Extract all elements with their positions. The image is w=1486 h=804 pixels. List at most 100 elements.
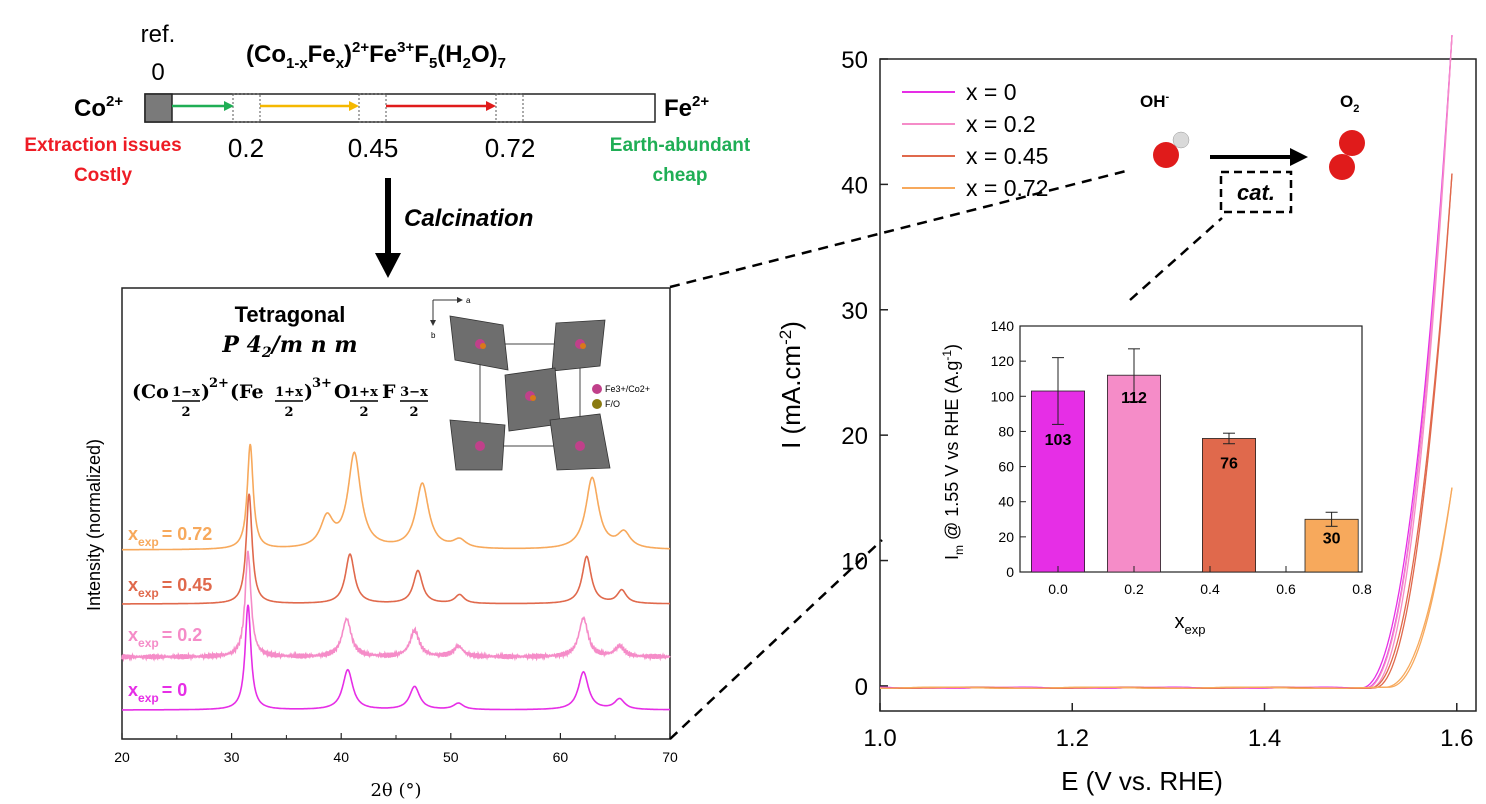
xrd-curve-series	[122, 443, 670, 551]
legend-label-x0: x = 0	[966, 79, 1017, 105]
slot-072	[495, 93, 524, 123]
inset-xtick-label: 0.4	[1200, 581, 1220, 597]
xrd-xtick-label: 70	[662, 749, 678, 765]
left-note-1: Extraction issues	[24, 135, 181, 156]
lsv-frame	[879, 58, 1477, 712]
xrd-xlabel: 2θ (°)	[370, 780, 421, 801]
inset-data-label: 112	[1121, 390, 1147, 407]
inset-ytick-label: 60	[998, 459, 1014, 475]
inset-bars: 103 112 76 30	[1031, 348, 1359, 573]
lsv-legend: x = 0 x = 0.2 x = 0.45 x = 0.72	[902, 79, 1048, 201]
xrd-xtick-label: 20	[114, 749, 130, 765]
ref-block	[144, 93, 173, 123]
lsv-xtick-label: 1.4	[1248, 725, 1281, 752]
right-note-1: Earth-abundant	[610, 135, 751, 156]
inset-ytick-label: 20	[998, 529, 1014, 545]
lsv-x-axis: 1.0 1.2 1.4 1.6	[863, 703, 1473, 752]
xrd-curve-series	[122, 493, 670, 605]
oxygen-atom	[1339, 130, 1365, 156]
reactant-label: OH-	[1140, 91, 1170, 111]
tick-045: 0.45	[348, 133, 399, 163]
formula-frac1-den: 2	[181, 405, 190, 420]
xrd-curve-series	[122, 604, 670, 711]
lsv-ytick-label: 50	[841, 47, 868, 74]
inset-y-axis: 0 20 40 60 80 100 120 140	[991, 318, 1026, 580]
xrd-formula: (Co 1−x 2 ) 2+ (Fe 1+x 2 ) 3+ O 1+x 2 F …	[132, 376, 428, 420]
zoom-line-cat	[1129, 217, 1223, 301]
lsv-xlabel: E (V vs. RHE)	[1061, 766, 1223, 796]
inset-ytick-label: 100	[991, 388, 1015, 404]
formula-close2: )	[304, 381, 313, 403]
right-note-2: cheap	[653, 165, 708, 186]
formula-frac1-num: 1−x	[172, 385, 200, 400]
lsv-y-axis: 0 10 20 30 40 50	[841, 47, 888, 701]
legend-anion-label: F/O	[605, 399, 620, 409]
formula-co: (Co	[132, 381, 169, 403]
crystal-structure: a b Fe3+/Co2+ F/O	[430, 296, 650, 471]
legend-label-x02: x = 0.2	[966, 111, 1036, 137]
formula-sup1: 2+	[209, 376, 229, 391]
oer-reaction: OH- O2 cat.	[1140, 91, 1365, 214]
right-ion: Fe2+	[664, 93, 709, 122]
cation-atom-highlight	[580, 343, 586, 349]
inset-xtick-label: 0.8	[1352, 581, 1372, 597]
legend-cation-marker	[592, 384, 602, 394]
inset-xtick-label: 0.0	[1048, 581, 1068, 597]
calcination-arrow-head	[375, 253, 401, 278]
xrd-xtick-label: 60	[553, 749, 569, 765]
oxygen-atom	[1329, 154, 1355, 180]
lsv-curve-series	[880, 487, 1453, 690]
lsv-ytick-label: 0	[855, 674, 868, 701]
label-xexp-02: xexp = 0.2	[128, 625, 202, 650]
composition-bar	[144, 93, 656, 123]
xrd-ylabel: Intensity (normalized)	[84, 439, 104, 611]
axis-b-head	[430, 320, 436, 326]
axis-b-label: b	[431, 331, 436, 340]
xrd-title: Tetragonal	[235, 302, 346, 327]
legend-cation-label: Fe3+/Co2+	[605, 384, 650, 394]
inset-data-label: 30	[1323, 530, 1341, 547]
inset-xtick-label: 0.6	[1276, 581, 1296, 597]
calcination-label: Calcination	[404, 205, 533, 232]
inset-ytick-label: 80	[998, 423, 1014, 439]
axis-a-head	[457, 297, 463, 303]
unit-cell	[479, 343, 581, 447]
lsv-xtick-label: 1.6	[1440, 725, 1473, 752]
zoom-line-bottom	[669, 539, 883, 740]
cation-atom	[575, 441, 585, 451]
xrd-xtick-label: 40	[333, 749, 349, 765]
inset-data-label: 76	[1220, 455, 1238, 472]
formula-frac4-num: 3−x	[400, 385, 428, 400]
axis-a-label: a	[466, 296, 471, 305]
catalyst-label: cat.	[1237, 180, 1275, 205]
inset-ytick-label: 0	[1006, 564, 1014, 580]
inset-ytick-label: 120	[991, 353, 1015, 369]
formula-frac4-den: 2	[409, 405, 418, 420]
arrow-red-head	[486, 101, 496, 111]
inset-xtick-label: 0.2	[1124, 581, 1144, 597]
lsv-panel: 0 10 20 30 40 50 1.0 1.2 1.4 1.6 E (V vs. RHE) I…	[776, 35, 1477, 796]
formula-f: F	[382, 381, 396, 403]
zoom-line-top	[669, 168, 1131, 289]
lsv-xtick-label: 1.0	[863, 725, 896, 752]
formula-frac3-den: 2	[359, 405, 368, 420]
inset-ytick-label: 140	[991, 318, 1015, 334]
inset-ylabel: Im @ 1.55 V vs RHE (A.g-1)	[940, 344, 966, 560]
cation-atom-highlight	[530, 395, 536, 401]
xrd-xtick-label: 30	[224, 749, 240, 765]
ref-zero: 0	[151, 59, 164, 86]
lsv-ylabel: I (mA.cm-2)	[776, 321, 806, 449]
inset-ytick-label: 40	[998, 494, 1014, 510]
inset-xlabel: xexp	[1175, 611, 1206, 637]
formula-frac2-den: 2	[284, 405, 293, 420]
legend-label-x045: x = 0.45	[966, 143, 1048, 169]
inset-bar	[1202, 438, 1257, 573]
catalyst-box	[1219, 170, 1293, 214]
label-xexp-045: xexp = 0.45	[128, 575, 212, 600]
inset-data-label: 103	[1045, 432, 1072, 449]
xrd-xtick-label: 50	[443, 749, 459, 765]
cation-atom-highlight	[480, 343, 486, 349]
arrow-yellow-head	[349, 101, 359, 111]
tick-072: 0.72	[485, 133, 536, 163]
